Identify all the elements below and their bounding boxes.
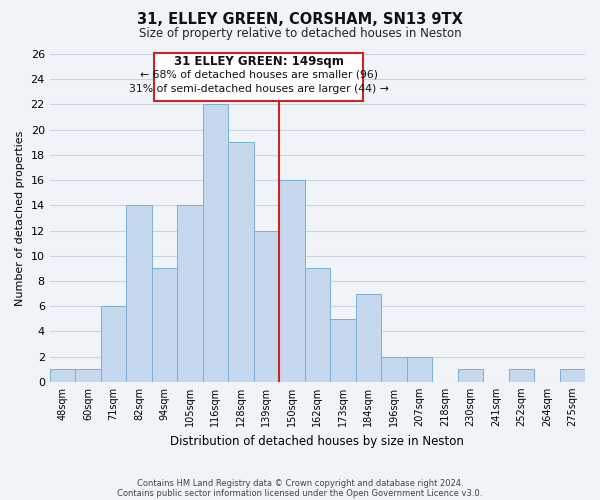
Bar <box>75 369 101 382</box>
Bar <box>305 268 330 382</box>
Bar <box>458 369 483 382</box>
Text: Size of property relative to detached houses in Neston: Size of property relative to detached ho… <box>139 28 461 40</box>
Text: Contains public sector information licensed under the Open Government Licence v3: Contains public sector information licen… <box>118 488 482 498</box>
Bar <box>560 369 585 382</box>
Bar <box>254 230 279 382</box>
Text: 31% of semi-detached houses are larger (44) →: 31% of semi-detached houses are larger (… <box>129 84 389 94</box>
Bar <box>509 369 534 382</box>
Text: 31 ELLEY GREEN: 149sqm: 31 ELLEY GREEN: 149sqm <box>174 54 344 68</box>
Bar <box>126 206 152 382</box>
Text: 31, ELLEY GREEN, CORSHAM, SN13 9TX: 31, ELLEY GREEN, CORSHAM, SN13 9TX <box>137 12 463 28</box>
Bar <box>330 319 356 382</box>
Bar <box>101 306 126 382</box>
Bar <box>50 369 75 382</box>
Bar <box>228 142 254 382</box>
X-axis label: Distribution of detached houses by size in Neston: Distribution of detached houses by size … <box>170 434 464 448</box>
Bar <box>279 180 305 382</box>
Y-axis label: Number of detached properties: Number of detached properties <box>15 130 25 306</box>
Bar <box>407 356 432 382</box>
FancyBboxPatch shape <box>154 52 363 100</box>
Bar <box>152 268 177 382</box>
Bar <box>203 104 228 382</box>
Bar <box>356 294 381 382</box>
Text: ← 68% of detached houses are smaller (96): ← 68% of detached houses are smaller (96… <box>140 70 378 80</box>
Bar <box>381 356 407 382</box>
Text: Contains HM Land Registry data © Crown copyright and database right 2024.: Contains HM Land Registry data © Crown c… <box>137 478 463 488</box>
Bar <box>177 206 203 382</box>
